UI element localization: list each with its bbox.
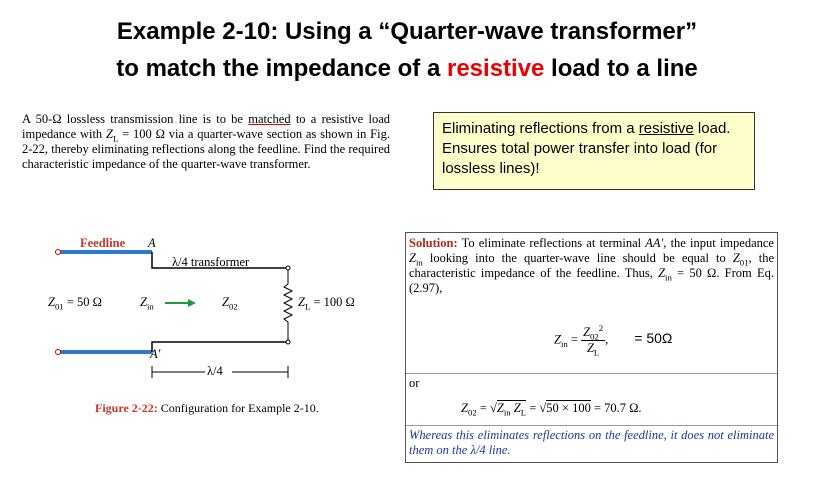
text: to a resistive load impedance with <box>22 112 390 141</box>
text: , <box>605 332 609 347</box>
subscript: 02 <box>590 331 599 342</box>
symbol: Z <box>586 341 594 355</box>
subscript: L <box>593 347 600 358</box>
equation-2: Z02 = √Zin ZL = √50 × 100 = 70.7 Ω. <box>461 400 642 418</box>
subscript: 01 <box>54 301 64 312</box>
title-highlight: resistive <box>446 55 545 82</box>
underlined-text: matched <box>248 112 291 126</box>
text: = 50 Ω <box>63 295 102 309</box>
equation-1: Zin = Z022 ZL, = 50Ω <box>554 322 673 358</box>
solution-box: Solution: To eliminate reflections at te… <box>405 232 778 463</box>
subscript: in <box>665 272 672 283</box>
text: , the input impedance <box>663 236 774 250</box>
title-line-2: to match the impedance of a resistive lo… <box>0 55 814 83</box>
or-text: or <box>409 376 420 390</box>
transformer-bottom <box>151 341 288 352</box>
radicand: 50 × 100 <box>546 400 591 415</box>
solution-note: Whereas this eliminates reflections on t… <box>409 428 774 457</box>
transformer-label: λ/4 transformer <box>172 255 250 269</box>
solution-label: Solution: <box>409 236 458 250</box>
radicand: Zin ZL <box>496 400 527 418</box>
symbol: AA′ <box>645 236 664 250</box>
underlined-text: resistive <box>638 120 694 137</box>
subscript: in <box>503 407 511 418</box>
zin-label: Zin <box>140 295 154 312</box>
length-label: λ/4 <box>207 364 223 378</box>
symbol: Z <box>732 251 740 265</box>
feedline-label: Feedline <box>80 236 126 250</box>
symbol: Z <box>554 332 561 347</box>
subscript: 01 <box>739 257 749 268</box>
symbol: Z <box>222 295 229 309</box>
terminal <box>55 349 61 355</box>
subscript: in <box>415 257 423 268</box>
load-resistor <box>282 270 294 340</box>
title-text: load to a line <box>544 55 698 82</box>
title-text: to match the impedance of a <box>116 55 447 82</box>
title-line-1: Example 2-10: Using a “Quarter-wave tran… <box>116 18 698 45</box>
superscript: 2 <box>598 322 604 333</box>
zl-label: ZL = 100 Ω <box>298 295 355 312</box>
symbol: Z <box>496 401 504 415</box>
node <box>285 265 291 271</box>
problem-text: A 50-Ω lossless transmission line is to … <box>22 112 390 172</box>
symbol: Z <box>658 266 666 280</box>
terminal-label: A′ <box>150 347 161 361</box>
symbol: Z <box>106 127 113 141</box>
symbol: Z <box>461 401 468 415</box>
text: = <box>526 401 540 415</box>
text: = 70.7 Ω. <box>590 401 642 415</box>
arrow-head <box>188 299 196 307</box>
terminal <box>55 249 61 255</box>
subscript: L <box>112 133 119 144</box>
subscript: L <box>520 407 527 418</box>
symbol: Z <box>298 295 305 309</box>
text: load. Ensures total power transfer into … <box>442 120 731 177</box>
text: = 100 Ω via a quarter-wave section as sh… <box>22 127 390 171</box>
text: = 50 Ω. From Eq. (2.97), <box>409 266 775 295</box>
z02-label: Z02 <box>222 295 238 312</box>
figure-caption: Figure 2-22: Configuration for Example 2… <box>95 401 319 416</box>
symbol: Z <box>510 401 521 415</box>
text: , the characteristic impedance of the fe… <box>409 251 774 280</box>
subscript: in <box>560 338 568 349</box>
text: A 50-Ω lossless transmission line is to … <box>22 112 249 126</box>
text: = <box>476 401 491 415</box>
sqrt: √ <box>539 401 547 415</box>
symbol: Z <box>140 295 147 309</box>
subscript: 02 <box>228 301 238 312</box>
symbol: Z <box>48 295 55 309</box>
text: looking into the quarter-wave line shoul… <box>422 251 733 265</box>
text: To eliminate reflections at terminal <box>457 236 646 250</box>
text: = 100 Ω <box>310 295 355 309</box>
terminal-label: A <box>148 236 156 250</box>
solution-text: Solution: To eliminate reflections at te… <box>409 236 774 296</box>
transformer-top <box>151 252 288 269</box>
result: = 50Ω <box>634 330 673 347</box>
subscript: in <box>146 301 154 312</box>
subscript: L <box>304 301 311 312</box>
subscript: 02 <box>467 407 477 418</box>
node <box>285 339 291 345</box>
caption-label: Figure 2-22: <box>95 401 158 415</box>
z01-label: Z01 = 50 Ω <box>48 295 102 312</box>
caption-text: Configuration for Example 2-10. <box>157 401 319 415</box>
symbol: Z <box>409 251 416 265</box>
text: = <box>567 332 578 347</box>
fraction: Z022 ZL <box>581 322 606 358</box>
callout: Eliminating reflections from a resistive… <box>433 112 755 190</box>
sqrt: √ <box>490 401 497 415</box>
text: Eliminating reflections from a <box>442 120 639 137</box>
divider <box>406 373 777 374</box>
symbol: Z <box>583 325 591 339</box>
divider <box>406 425 777 426</box>
